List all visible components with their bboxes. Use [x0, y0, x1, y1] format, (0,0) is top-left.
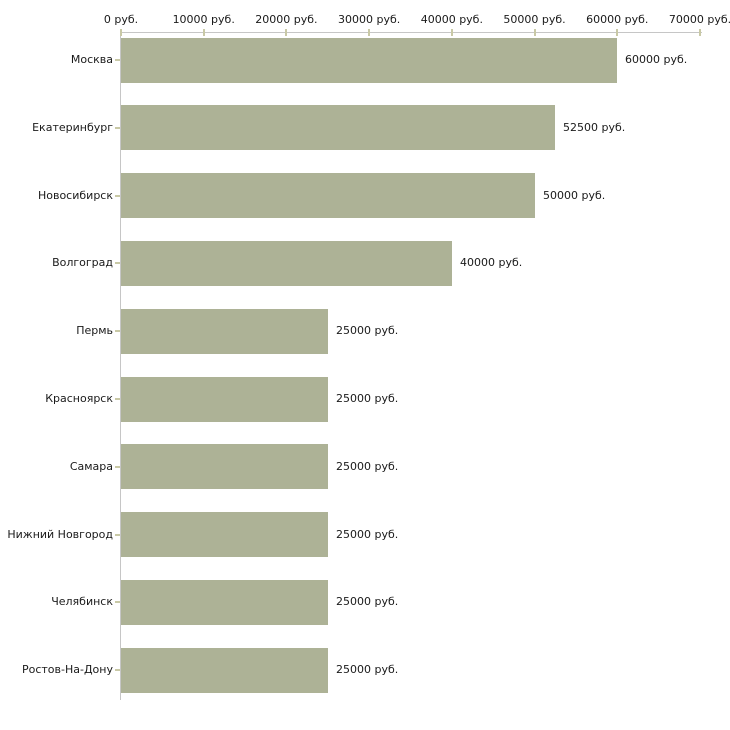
- x-axis-tick-label: 40000 руб.: [420, 13, 483, 26]
- bar-value-label: 25000 руб.: [336, 528, 399, 541]
- bar-value-label: 25000 руб.: [336, 460, 399, 473]
- category-tick-mark: [115, 534, 120, 536]
- y-axis-line: [120, 32, 121, 700]
- bar-value-label: 25000 руб.: [336, 595, 399, 608]
- bar-value-label: 25000 руб.: [336, 324, 399, 337]
- category-label: Самара: [69, 460, 113, 473]
- category-tick-mark: [115, 59, 120, 61]
- category-label: Пермь: [76, 324, 113, 337]
- bar-1: [121, 38, 617, 83]
- bar-4: [121, 241, 452, 286]
- x-axis-tick-label: 30000 руб.: [338, 13, 401, 26]
- category-label: Москва: [70, 53, 113, 66]
- x-axis-tick-label: 50000 руб.: [503, 13, 566, 26]
- bar-2: [121, 105, 555, 150]
- bar-9: [121, 580, 328, 625]
- category-label: Ростов-На-Дону: [21, 663, 113, 676]
- x-axis-tick-label: 10000 руб.: [172, 13, 235, 26]
- category-label: Волгоград: [52, 256, 113, 269]
- x-axis-tick-label: 0 руб.: [103, 13, 139, 26]
- category-tick-mark: [115, 669, 120, 671]
- category-tick-mark: [115, 601, 120, 603]
- bar-value-label: 25000 руб.: [336, 663, 399, 676]
- x-axis-tick-label: 60000 руб.: [586, 13, 649, 26]
- bar-8: [121, 512, 328, 557]
- x-axis-tick-mark: [120, 29, 122, 36]
- bar-7: [121, 444, 328, 489]
- category-tick-mark: [115, 398, 120, 400]
- category-tick-mark: [115, 195, 120, 197]
- category-label: Челябинск: [51, 595, 113, 608]
- bar-value-label: 25000 руб.: [336, 392, 399, 405]
- x-axis-tick-mark: [285, 29, 288, 36]
- bar-5: [121, 309, 328, 354]
- x-axis-tick-mark: [699, 29, 701, 36]
- bar-value-label: 52500 руб.: [563, 121, 626, 134]
- bar-10: [121, 648, 328, 693]
- x-axis-tick-mark: [202, 29, 205, 36]
- category-tick-mark: [115, 262, 120, 264]
- x-axis-tick-label: 20000 руб.: [255, 13, 318, 26]
- x-axis-tick-mark: [616, 29, 619, 36]
- bar-value-label: 50000 руб.: [543, 189, 606, 202]
- category-label: Красноярск: [45, 392, 113, 405]
- category-label: Нижний Новгород: [7, 528, 113, 541]
- bar-6: [121, 377, 328, 422]
- x-axis-tick-mark: [368, 29, 371, 36]
- category-label: Новосибирск: [37, 189, 113, 202]
- category-label: Екатеринбург: [32, 121, 113, 134]
- bar-value-label: 60000 руб.: [625, 53, 688, 66]
- bar-value-label: 40000 руб.: [460, 256, 523, 269]
- x-axis-tick-mark: [450, 29, 453, 36]
- category-tick-mark: [115, 466, 120, 468]
- x-axis-line: [120, 32, 702, 33]
- category-tick-mark: [115, 330, 120, 332]
- category-tick-mark: [115, 127, 120, 129]
- x-axis-tick-mark: [533, 29, 536, 36]
- x-axis-tick-label: 70000 руб.: [668, 13, 730, 26]
- bar-3: [121, 173, 535, 218]
